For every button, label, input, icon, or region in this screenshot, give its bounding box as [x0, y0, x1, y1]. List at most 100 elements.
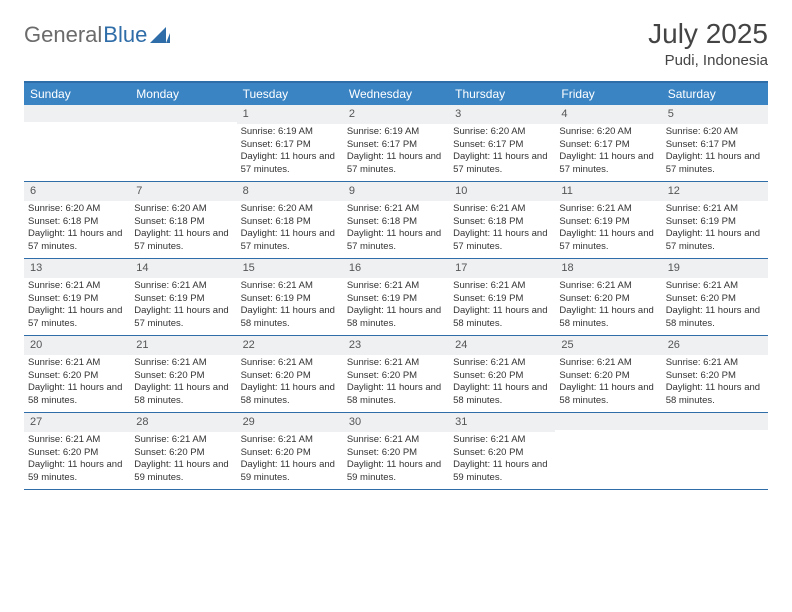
day-cell-10: 10 Sunrise: 6:21 AMSunset: 6:18 PMDayligh…	[449, 182, 555, 258]
day-cell-29: 29 Sunrise: 6:21 AMSunset: 6:20 PMDayligh…	[237, 413, 343, 489]
day-number: 30	[343, 413, 449, 432]
day-cell-8: 8 Sunrise: 6:20 AMSunset: 6:18 PMDaylight…	[237, 182, 343, 258]
day-details: Sunrise: 6:19 AMSunset: 6:17 PMDaylight:…	[343, 126, 449, 177]
day-number: 28	[130, 413, 236, 432]
day-details: Sunrise: 6:21 AMSunset: 6:20 PMDaylight:…	[662, 357, 768, 408]
day-number: 13	[24, 259, 130, 278]
week-row: 1Sunrise: 6:19 AMSunset: 6:17 PMDaylight…	[24, 105, 768, 182]
day-number: 11	[555, 182, 661, 201]
day-cell-22: 22Sunrise: 6:21 AMSunset: 6:20 PMDayligh…	[237, 336, 343, 412]
day-cell-31: 31 Sunrise: 6:21 AMSunset: 6:20 PMDayligh…	[449, 413, 555, 489]
day-details: Sunrise: 6:19 AMSunset: 6:17 PMDaylight:…	[237, 126, 343, 177]
day-cell-21: 21Sunrise: 6:21 AMSunset: 6:20 PMDayligh…	[130, 336, 236, 412]
day-number: 4	[555, 105, 661, 124]
week-row: 6Sunrise: 6:20 AMSunset: 6:18 PMDaylight…	[24, 182, 768, 259]
day-cell-18: 18 Sunrise: 6:21 AMSunset: 6:20 PMDayligh…	[555, 259, 661, 335]
day-details: Sunrise: 6:21 AMSunset: 6:18 PMDaylight:…	[449, 203, 555, 254]
day-number	[24, 105, 130, 122]
day-number: 15	[237, 259, 343, 278]
day-number: 9	[343, 182, 449, 201]
header: GeneralBlue July 2025 Pudi, Indonesia	[24, 18, 768, 69]
weekday-thursday: Thursday	[449, 83, 555, 105]
day-cell-1: 1Sunrise: 6:19 AMSunset: 6:17 PMDaylight…	[237, 105, 343, 181]
day-number: 16	[343, 259, 449, 278]
day-details: Sunrise: 6:20 AMSunset: 6:18 PMDaylight:…	[130, 203, 236, 254]
day-details: Sunrise: 6:21 AMSunset: 6:19 PMDaylight:…	[130, 280, 236, 331]
day-details: Sunrise: 6:21 AMSunset: 6:20 PMDaylight:…	[237, 434, 343, 485]
day-number: 25	[555, 336, 661, 355]
day-number: 31	[449, 413, 555, 432]
day-cell-16: 16 Sunrise: 6:21 AMSunset: 6:19 PMDayligh…	[343, 259, 449, 335]
day-cell-5: 5Sunrise: 6:20 AMSunset: 6:17 PMDaylight…	[662, 105, 768, 181]
day-details: Sunrise: 6:21 AMSunset: 6:19 PMDaylight:…	[343, 280, 449, 331]
weekday-wednesday: Wednesday	[343, 83, 449, 105]
calendar: SundayMondayTuesdayWednesdayThursdayFrid…	[24, 81, 768, 490]
logo: GeneralBlue	[24, 22, 170, 48]
day-details: Sunrise: 6:20 AMSunset: 6:17 PMDaylight:…	[449, 126, 555, 177]
week-row: 27Sunrise: 6:21 AMSunset: 6:20 PMDayligh…	[24, 413, 768, 490]
day-number: 18	[555, 259, 661, 278]
day-number: 21	[130, 336, 236, 355]
day-details: Sunrise: 6:21 AMSunset: 6:19 PMDaylight:…	[662, 203, 768, 254]
day-cell-23: 23 Sunrise: 6:21 AMSunset: 6:20 PMDayligh…	[343, 336, 449, 412]
day-cell-20: 20Sunrise: 6:21 AMSunset: 6:20 PMDayligh…	[24, 336, 130, 412]
day-details: Sunrise: 6:20 AMSunset: 6:18 PMDaylight:…	[237, 203, 343, 254]
weekday-saturday: Saturday	[662, 83, 768, 105]
day-number: 17	[449, 259, 555, 278]
weeks-container: 1Sunrise: 6:19 AMSunset: 6:17 PMDaylight…	[24, 105, 768, 490]
day-cell-empty	[130, 105, 236, 181]
day-cell-30: 30Sunrise: 6:21 AMSunset: 6:20 PMDayligh…	[343, 413, 449, 489]
day-number: 7	[130, 182, 236, 201]
day-cell-empty	[24, 105, 130, 181]
day-details: Sunrise: 6:20 AMSunset: 6:17 PMDaylight:…	[555, 126, 661, 177]
day-details: Sunrise: 6:21 AMSunset: 6:20 PMDaylight:…	[449, 434, 555, 485]
weekday-monday: Monday	[130, 83, 236, 105]
day-details: Sunrise: 6:21 AMSunset: 6:20 PMDaylight:…	[237, 357, 343, 408]
day-number: 24	[449, 336, 555, 355]
day-cell-4: 4 Sunrise: 6:20 AMSunset: 6:17 PMDaylight…	[555, 105, 661, 181]
day-cell-19: 19Sunrise: 6:21 AMSunset: 6:20 PMDayligh…	[662, 259, 768, 335]
day-details: Sunrise: 6:21 AMSunset: 6:20 PMDaylight:…	[343, 357, 449, 408]
day-number	[130, 105, 236, 122]
day-cell-6: 6Sunrise: 6:20 AMSunset: 6:18 PMDaylight…	[24, 182, 130, 258]
location: Pudi, Indonesia	[648, 52, 768, 69]
day-number: 27	[24, 413, 130, 432]
day-number: 26	[662, 336, 768, 355]
day-cell-25: 25 Sunrise: 6:21 AMSunset: 6:20 PMDayligh…	[555, 336, 661, 412]
day-details: Sunrise: 6:21 AMSunset: 6:20 PMDaylight:…	[130, 434, 236, 485]
day-number: 29	[237, 413, 343, 432]
day-cell-17: 17Sunrise: 6:21 AMSunset: 6:19 PMDayligh…	[449, 259, 555, 335]
day-number	[555, 413, 661, 430]
day-details: Sunrise: 6:21 AMSunset: 6:20 PMDaylight:…	[555, 280, 661, 331]
day-details: Sunrise: 6:21 AMSunset: 6:20 PMDaylight:…	[662, 280, 768, 331]
day-cell-12: 12 Sunrise: 6:21 AMSunset: 6:19 PMDayligh…	[662, 182, 768, 258]
weekday-sunday: Sunday	[24, 83, 130, 105]
day-cell-empty	[555, 413, 661, 489]
day-number	[662, 413, 768, 430]
day-number: 10	[449, 182, 555, 201]
day-number: 12	[662, 182, 768, 201]
day-cell-14: 14Sunrise: 6:21 AMSunset: 6:19 PMDayligh…	[130, 259, 236, 335]
day-cell-9: 9Sunrise: 6:21 AMSunset: 6:18 PMDaylight…	[343, 182, 449, 258]
day-details: Sunrise: 6:21 AMSunset: 6:20 PMDaylight:…	[24, 357, 130, 408]
logo-text-blue: Blue	[103, 22, 147, 48]
day-details: Sunrise: 6:21 AMSunset: 6:20 PMDaylight:…	[555, 357, 661, 408]
month-title: July 2025	[648, 18, 768, 50]
day-cell-28: 28 Sunrise: 6:21 AMSunset: 6:20 PMDayligh…	[130, 413, 236, 489]
day-number: 5	[662, 105, 768, 124]
day-details: Sunrise: 6:21 AMSunset: 6:20 PMDaylight:…	[24, 434, 130, 485]
weekday-friday: Friday	[555, 83, 661, 105]
day-cell-13: 13Sunrise: 6:21 AMSunset: 6:19 PMDayligh…	[24, 259, 130, 335]
day-number: 2	[343, 105, 449, 124]
day-number: 8	[237, 182, 343, 201]
day-details: Sunrise: 6:21 AMSunset: 6:19 PMDaylight:…	[237, 280, 343, 331]
day-cell-15: 15 Sunrise: 6:21 AMSunset: 6:19 PMDayligh…	[237, 259, 343, 335]
weekday-tuesday: Tuesday	[237, 83, 343, 105]
day-cell-27: 27 Sunrise: 6:21 AMSunset: 6:20 PMDayligh…	[24, 413, 130, 489]
logo-sail-icon	[150, 27, 170, 43]
day-cell-24: 24 Sunrise: 6:21 AMSunset: 6:20 PMDayligh…	[449, 336, 555, 412]
day-number: 23	[343, 336, 449, 355]
logo-text-general: General	[24, 22, 102, 48]
day-details: Sunrise: 6:21 AMSunset: 6:20 PMDaylight:…	[449, 357, 555, 408]
day-cell-empty	[662, 413, 768, 489]
